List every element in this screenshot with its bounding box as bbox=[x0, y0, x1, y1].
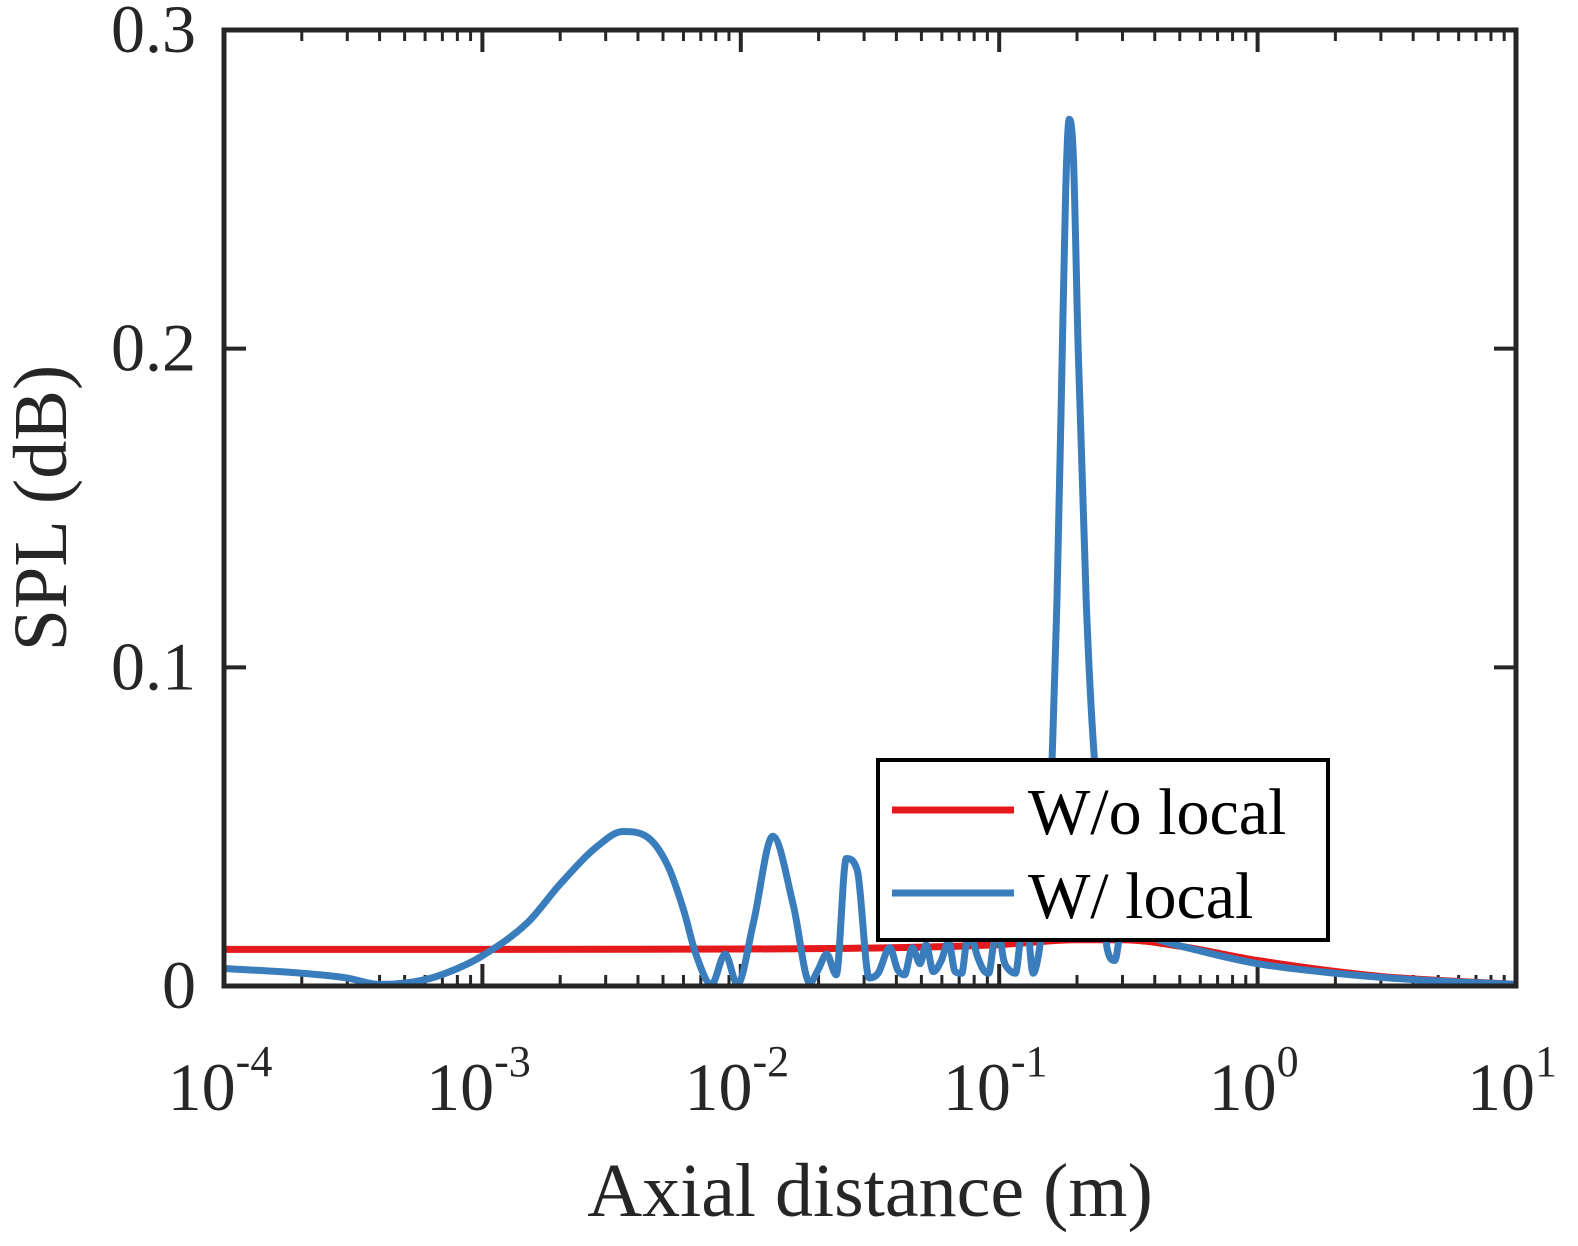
tick-labels: 10-4 10-3 10-2 10-1 100 101 0 0.1 0.2 0.3 bbox=[111, 0, 1557, 1125]
x-tick-label: 10-3 bbox=[426, 1037, 531, 1125]
series-line-w-local bbox=[224, 115, 1516, 986]
legend-label-wo-local: W/o local bbox=[1028, 776, 1286, 849]
y-tick-label: 0.3 bbox=[111, 0, 196, 67]
legend: W/o local W/ local bbox=[876, 758, 1330, 942]
x-axis-label: Axial distance (m) bbox=[587, 1149, 1153, 1233]
x-tick-label: 10-1 bbox=[943, 1037, 1048, 1125]
x-tick-label: 10-2 bbox=[684, 1037, 789, 1125]
y-tick-label: 0.1 bbox=[111, 628, 196, 704]
legend-label-w-local: W/ local bbox=[1028, 860, 1253, 933]
y-tick-label: 0 bbox=[162, 947, 196, 1023]
x-tick-label: 100 bbox=[1209, 1037, 1299, 1125]
plot-frame bbox=[221, 27, 1519, 989]
plot-series bbox=[224, 115, 1516, 986]
x-tick-label: 101 bbox=[1467, 1037, 1557, 1125]
y-tick-label: 0.2 bbox=[111, 310, 196, 386]
legend-box bbox=[876, 758, 1330, 942]
y-axis-label: SPL (dB) bbox=[0, 365, 83, 651]
x-tick-label: 10-4 bbox=[168, 1037, 273, 1125]
